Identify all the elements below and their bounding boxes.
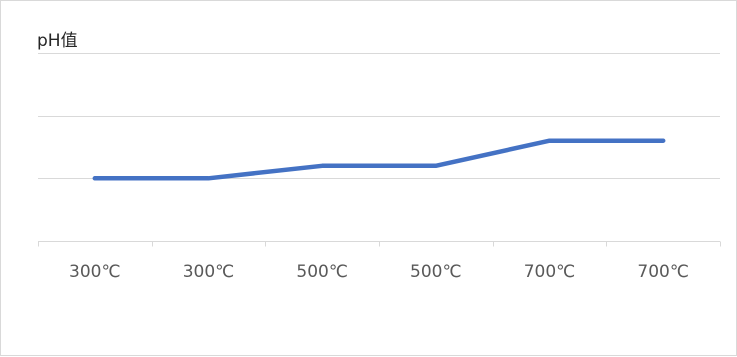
x-tick-labels: 300℃ 300℃ 500℃ 500℃ 700℃ 700℃: [69, 262, 689, 282]
gridlines: [38, 54, 720, 179]
series-group: [95, 141, 663, 179]
x-axis: [38, 242, 721, 247]
x-tick-label-5: 700℃: [637, 262, 689, 282]
x-tick-label-0: 300℃: [69, 262, 121, 282]
x-tick-label-2: 500℃: [296, 262, 348, 282]
series-line-0: [95, 141, 663, 179]
x-tick-label-4: 700℃: [524, 262, 576, 282]
x-tick-label-3: 500℃: [410, 262, 462, 282]
x-tick-label-1: 300℃: [183, 262, 235, 282]
